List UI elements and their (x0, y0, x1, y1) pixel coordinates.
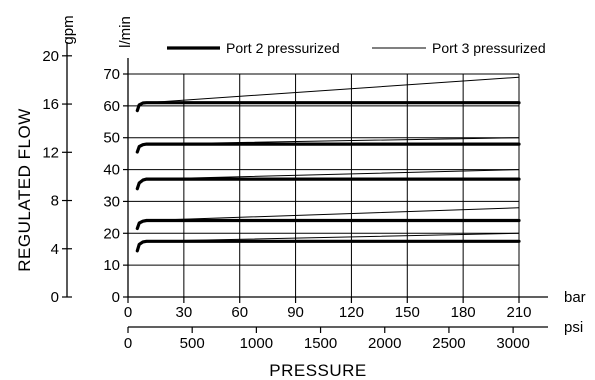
y-primary-unit: l/min (117, 16, 134, 48)
port3-curve (146, 137, 520, 145)
y-secondary-unit: gpm (60, 15, 77, 44)
y-tick-label: 70 (103, 66, 120, 83)
y-tick-label: 0 (112, 289, 120, 306)
grid (128, 73, 520, 297)
port3-curve (146, 169, 520, 180)
psi-tick-label: 2500 (432, 335, 465, 352)
port2-curve (135, 177, 521, 191)
port3-curve (146, 76, 520, 104)
x-tick-label: 120 (339, 304, 364, 321)
gpm-tick-label: 16 (42, 96, 59, 113)
port3-curve (146, 232, 520, 242)
psi-tick-label: 0 (124, 335, 132, 352)
gpm-tick-label: 0 (51, 289, 59, 306)
psi-tick-label: 3000 (496, 335, 529, 352)
legend-port3-label: Port 3 pressurized (432, 40, 546, 56)
gpm-tick-label: 12 (42, 144, 59, 161)
x-tick-label: 210 (506, 304, 531, 321)
psi-tick-label: 1500 (304, 335, 337, 352)
psi-tick-label: 1000 (240, 335, 273, 352)
y-tick-label: 40 (103, 162, 120, 179)
port2-curve (135, 218, 521, 231)
gpm-tick-label: 4 (51, 241, 59, 258)
y-tick-label: 60 (103, 98, 120, 115)
x-secondary-unit: psi (564, 319, 583, 336)
x-tick-label: 60 (231, 304, 248, 321)
axes (62, 42, 548, 333)
y-tick-label: 20 (103, 225, 120, 242)
legend: Port 2 pressurized Port 3 pressurized (167, 40, 546, 56)
series (135, 76, 521, 253)
x-tick-label: 90 (287, 304, 304, 321)
x-tick-label: 30 (176, 304, 193, 321)
psi-tick-label: 2000 (368, 335, 401, 352)
gpm-tick-label: 8 (51, 193, 59, 210)
y-tick-label: 30 (103, 193, 120, 210)
port2-curve (135, 239, 521, 253)
y-tick-label: 10 (103, 257, 120, 274)
port3-curve (146, 207, 520, 221)
port2-curve (135, 142, 521, 154)
y-axis-title: REGULATED FLOW (15, 108, 34, 271)
gpm-tick-label: 20 (42, 48, 59, 65)
x-tick-label: 150 (395, 304, 420, 321)
x-tick-label: 0 (124, 304, 132, 321)
legend-port2-label: Port 2 pressurized (226, 40, 340, 56)
x-axis-title: PRESSURE (269, 361, 367, 380)
x-primary-unit: bar (564, 289, 586, 306)
port2-curve (135, 101, 521, 113)
y-tick-label: 50 (103, 130, 120, 147)
psi-tick-label: 500 (180, 335, 205, 352)
x-tick-label: 180 (451, 304, 476, 321)
